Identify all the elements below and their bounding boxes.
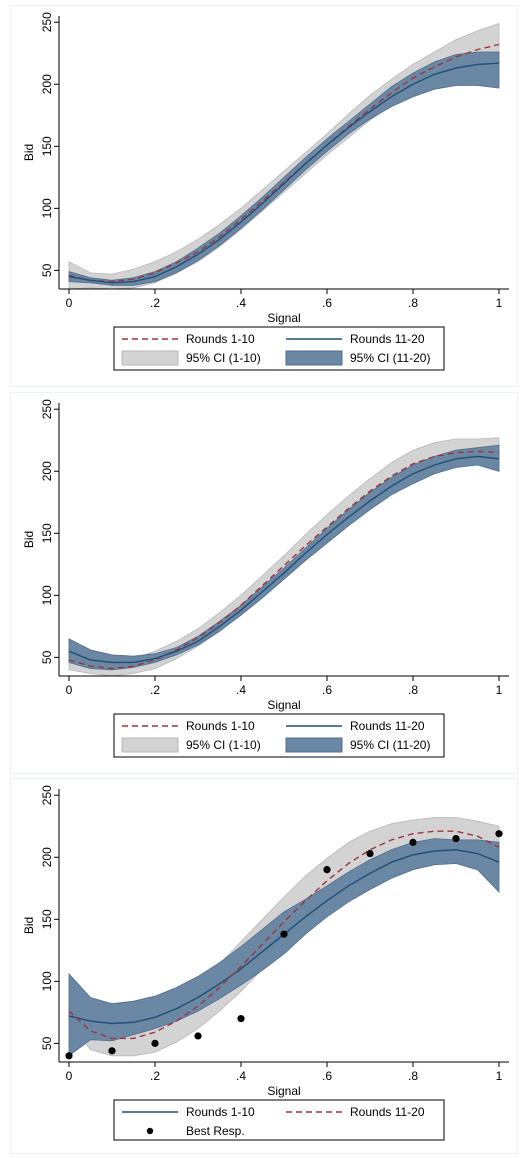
legend-swatch-key (121, 350, 179, 366)
legend-box (113, 1099, 445, 1141)
x-tick-label: 0 (66, 1069, 73, 1083)
best-response-point (151, 1039, 159, 1047)
best-response-point (366, 849, 374, 858)
legend-label: Rounds 11-20 (350, 719, 425, 733)
x-axis-label: Signal (267, 698, 300, 712)
y-tick-label: 250 (40, 399, 54, 419)
x-tick-label: 1 (496, 296, 503, 310)
x-tick-label: .8 (408, 296, 418, 310)
legend-label: 95% CI (1-10) (186, 351, 261, 365)
best-response-point (237, 1014, 245, 1023)
legend-item: Rounds 1-10 (122, 1105, 255, 1119)
legend-item: 95% CI (11-20) (285, 350, 430, 366)
y-tick-label: 100 (40, 971, 54, 991)
chart-panel-3: 50 100 150 200 250 0 .2 .4 .6 .8 1 Signal Bid Rounds … (10, 778, 518, 1154)
series-line-1 (68, 43, 500, 283)
legend-label: Best Resp. (186, 1124, 245, 1138)
series-line-2 (68, 62, 500, 284)
legend-point-key (146, 1127, 154, 1135)
x-axis-label: Signal (267, 1084, 300, 1098)
legend-label: Rounds 1-10 (186, 719, 255, 733)
legend-swatch-key (285, 350, 343, 366)
best-response-point (323, 866, 331, 874)
legend-item: Rounds 11-20 (286, 719, 425, 733)
x-tick-label: .4 (236, 1069, 246, 1083)
legend-item: Best Resp. (146, 1124, 245, 1138)
x-tick-label: .2 (150, 296, 160, 310)
ci-band-2 (68, 444, 500, 671)
x-tick-label: .6 (322, 683, 332, 697)
x-tick-label: 0 (66, 296, 73, 310)
x-tick-label: .6 (322, 1069, 332, 1083)
legend-label: 95% CI (1-10) (186, 738, 261, 752)
x-tick-label: 0 (66, 683, 73, 697)
chart-3: 50 100 150 200 250 0 .2 .4 .6 .8 1 Signal Bid Rounds … (22, 785, 509, 1141)
y-tick-label: 200 (40, 461, 54, 481)
series-line-2 (68, 455, 500, 664)
legend-item: 95% CI (1-10) (121, 737, 261, 753)
y-tick-label: 150 (40, 523, 54, 543)
y-tick-label: 50 (40, 263, 54, 277)
legend-label: Rounds 1-10 (186, 332, 255, 346)
y-tick-label: 250 (40, 785, 54, 805)
y-tick-label: 150 (40, 136, 54, 156)
series-line-2 (68, 830, 500, 1040)
legend-item: Rounds 1-10 (122, 719, 255, 733)
legend-item: Rounds 11-20 (286, 332, 425, 346)
x-axis-label: Signal (267, 311, 300, 325)
legend-label: Rounds 11-20 (350, 332, 425, 346)
y-tick-label: 50 (40, 650, 54, 664)
y-axis-label: Bid (22, 917, 36, 934)
x-tick-label: 1 (496, 683, 503, 697)
legend-item: Rounds 1-10 (122, 332, 255, 346)
best-response-point (409, 838, 417, 846)
y-tick-label: 200 (40, 847, 54, 867)
legend-label: 95% CI (11-20) (350, 351, 430, 365)
legend-label: Rounds 1-10 (186, 1105, 255, 1119)
x-tick-label: .8 (408, 1069, 418, 1083)
x-tick-label: .6 (322, 296, 332, 310)
legend-label: 95% CI (11-20) (350, 738, 430, 752)
legend-item: 95% CI (11-20) (285, 737, 430, 753)
x-tick-label: .8 (408, 683, 418, 697)
legend-item: Rounds 11-20 (286, 1105, 425, 1119)
chart-1: 50 100 150 200 250 0 .2 .4 .6 .8 1 Signal Bid Rounds … (22, 12, 509, 371)
chart-panel-2: 50 100 150 200 250 0 .2 .4 .6 .8 1 Signal Bid Rounds … (10, 392, 518, 774)
y-tick-label: 250 (40, 12, 54, 32)
best-response-point (280, 930, 288, 938)
y-axis-label: Bid (22, 144, 36, 161)
chart-2: 50 100 150 200 250 0 .2 .4 .6 .8 1 Signal Bid Rounds … (22, 399, 509, 758)
best-response-point (108, 1047, 116, 1055)
legend-swatch-key (121, 737, 179, 753)
x-tick-label: .4 (236, 683, 246, 697)
best-response-point (194, 1032, 202, 1040)
y-tick-label: 100 (40, 585, 54, 605)
legend-label: Rounds 11-20 (350, 1105, 425, 1119)
best-response-point (452, 835, 460, 843)
legend: Rounds 1-10 Rounds 11-20 95% CI (1-10) 95% … (113, 326, 445, 371)
y-tick-label: 150 (40, 909, 54, 929)
y-tick-label: 50 (40, 1036, 54, 1050)
ci-band-2 (68, 51, 500, 286)
y-axis-label: Bid (22, 531, 36, 548)
legend-item: 95% CI (1-10) (121, 350, 261, 366)
legend: Rounds 1-10 Rounds 11-20 95% CI (1-10) 95% … (113, 713, 445, 758)
x-tick-label: .2 (150, 683, 160, 697)
legend-swatch-key (285, 737, 343, 753)
x-tick-label: .4 (236, 296, 246, 310)
x-tick-label: .2 (150, 1069, 160, 1083)
series-line-1 (68, 450, 500, 670)
legend: Rounds 1-10 Rounds 11-20 Best Resp. (113, 1099, 445, 1141)
best-response-point (65, 1052, 73, 1060)
chart-panel-1: 50 100 150 200 250 0 .2 .4 .6 .8 1 Signal Bid Rounds … (10, 5, 518, 387)
best-response-point (495, 830, 503, 838)
y-tick-label: 200 (40, 74, 54, 94)
ci-band-1 (68, 838, 500, 1057)
y-tick-label: 100 (40, 198, 54, 218)
x-tick-label: 1 (496, 1069, 503, 1083)
